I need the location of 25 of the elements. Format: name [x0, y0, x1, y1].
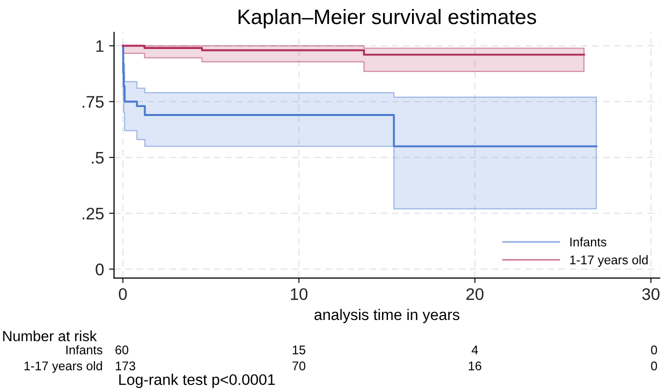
text: 16	[468, 361, 482, 370]
text: 0	[651, 346, 658, 354]
text: Number at risk	[3, 330, 97, 342]
y-tick-label: .75	[82, 96, 104, 108]
text: 15	[292, 346, 306, 354]
text: 60	[116, 346, 128, 354]
text: 4	[472, 346, 478, 354]
x-tick-label: 0	[118, 288, 127, 300]
text: 1-17 years old	[24, 361, 102, 373]
x-tick-label: 10	[290, 288, 308, 300]
y-tick-label: .25	[82, 208, 104, 220]
x-axis-title: analysis time in years	[314, 308, 460, 324]
y-tick-label: 1	[96, 40, 104, 52]
legend-label: Infants	[570, 237, 606, 246]
x-tick-label: 30	[642, 288, 660, 300]
legend-label: 1-17 years old	[570, 255, 648, 267]
y-tick-label: .5	[92, 152, 104, 164]
text: 173	[116, 361, 136, 370]
chart-title: Kaplan–Meier survival estimates	[238, 8, 536, 28]
text: Infants	[66, 345, 102, 354]
text: 0	[651, 361, 658, 370]
x-tick-label: 20	[466, 288, 484, 300]
y-tick-label: 0	[96, 264, 104, 276]
text: Log-rank test p<0.0001	[119, 374, 275, 388]
text: 70	[292, 361, 306, 370]
